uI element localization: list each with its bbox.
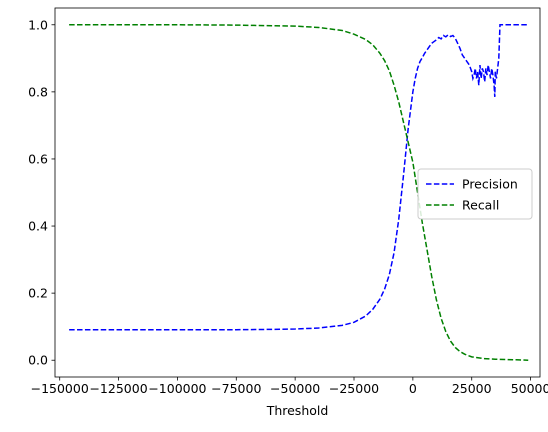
series-line-precision	[69, 24, 529, 331]
x-tick-label: −125000	[89, 381, 147, 396]
x-tick-label: −100000	[148, 381, 206, 396]
y-tick-label: 0.2	[28, 286, 48, 301]
series-layer	[69, 24, 529, 361]
y-tick-label: 0.6	[28, 151, 48, 166]
legend-box	[417, 168, 533, 220]
legend: Precision Recall	[417, 168, 533, 220]
y-tick-label: 0.0	[28, 353, 48, 368]
x-tick-label: 50000	[511, 381, 548, 396]
x-tick-label: 0	[409, 381, 417, 396]
x-tick-label: −50000	[270, 381, 320, 396]
x-tick-label: −150000	[31, 381, 89, 396]
legend-label-recall: Recall	[462, 198, 499, 213]
series-line-recall	[69, 24, 529, 361]
legend-label-precision: Precision	[462, 177, 518, 192]
x-tick-label: 25000	[452, 381, 492, 396]
x-tick-label: −75000	[211, 381, 261, 396]
y-tick-label: 1.0	[28, 17, 48, 32]
x-axis-label: Threshold	[266, 403, 329, 418]
x-tick-label: −25000	[329, 381, 379, 396]
y-tick-label: 0.8	[28, 84, 48, 99]
axes-layer: −150000 −125000 −100000 −75000 −50000 −25000 0…	[28, 7, 548, 418]
y-tick-label: 0.4	[28, 219, 48, 234]
plot-frame	[54, 7, 541, 378]
